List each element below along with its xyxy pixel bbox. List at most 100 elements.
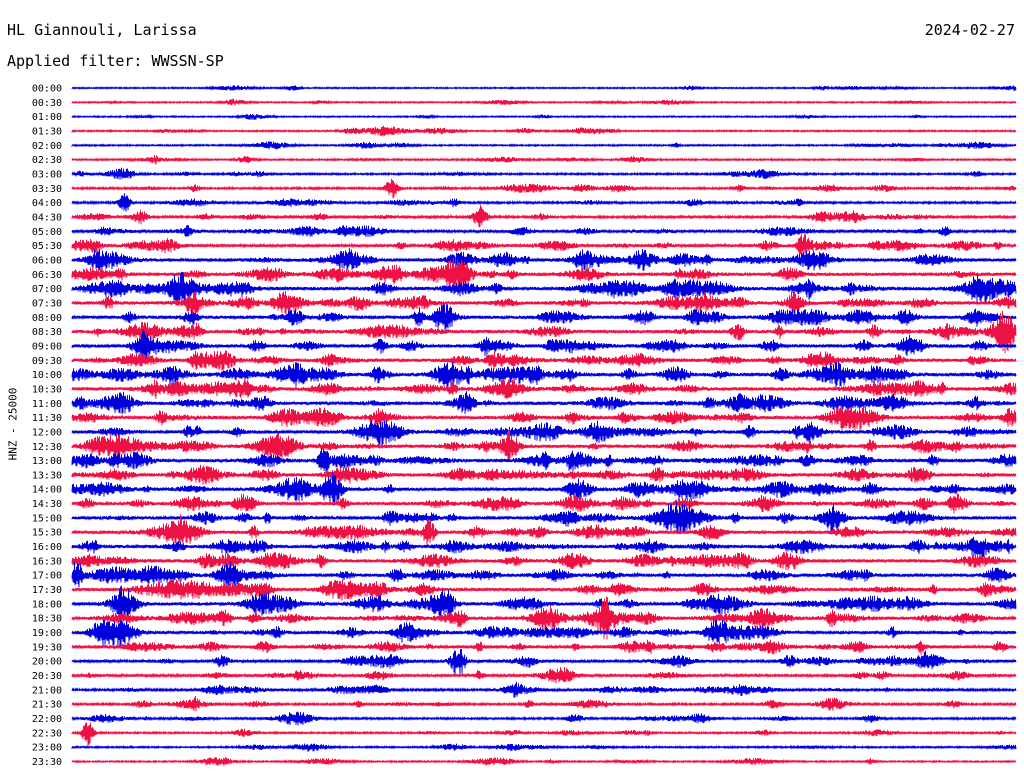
trace-line — [71, 514, 1017, 548]
trace-line — [71, 289, 1017, 318]
trace-line — [71, 85, 1017, 91]
time-tick-label: 04:00 — [32, 198, 62, 209]
time-tick-label: 08:00 — [32, 313, 62, 324]
trace-line — [71, 141, 1017, 150]
time-tick-label: 10:00 — [32, 370, 62, 381]
time-tick-label: 12:30 — [32, 442, 62, 453]
time-tick-label: 15:00 — [32, 513, 62, 524]
time-tick-label: 00:00 — [32, 84, 62, 95]
time-tick-label: 03:00 — [32, 169, 62, 180]
time-tick-label: 11:00 — [32, 399, 62, 410]
trace-line — [71, 639, 1017, 655]
trace-line — [71, 471, 1017, 506]
trace-line — [71, 193, 1017, 212]
trace-line — [71, 420, 1017, 446]
trace-line — [71, 464, 1017, 485]
trace-line — [71, 391, 1017, 415]
time-tick-label: 23:30 — [32, 757, 62, 768]
trace-line — [71, 98, 1017, 106]
time-tick-label: 05:30 — [32, 241, 62, 252]
time-tick-label: 13:00 — [32, 456, 62, 467]
time-tick-label: 19:00 — [32, 628, 62, 639]
time-tick-label: 14:30 — [32, 499, 62, 510]
trace-line — [71, 447, 1017, 474]
trace-line — [71, 378, 1017, 400]
trace-line — [71, 666, 1017, 684]
time-tick-label: 18:00 — [32, 599, 62, 610]
time-tick-label: 10:30 — [32, 384, 62, 395]
time-tick-label: 21:00 — [32, 685, 62, 696]
trace-line — [71, 579, 1017, 601]
trace-line — [71, 310, 1017, 354]
trace-line — [71, 536, 1017, 559]
trace-line — [71, 154, 1017, 165]
time-tick-label: 18:30 — [32, 614, 62, 625]
trace-line — [71, 125, 1017, 137]
time-tick-label: 08:30 — [32, 327, 62, 338]
time-tick-label: 23:00 — [32, 743, 62, 754]
time-tick-label: 15:30 — [32, 528, 62, 539]
date-label: 2024-02-27 — [924, 21, 1015, 39]
trace-line — [71, 743, 1017, 752]
trace-line — [71, 585, 1017, 621]
time-tick-label: 01:00 — [32, 112, 62, 123]
trace-line — [71, 429, 1017, 462]
trace-line — [71, 233, 1017, 258]
trace-line — [71, 113, 1017, 121]
trace-line — [71, 361, 1017, 389]
trace-line — [71, 271, 1017, 303]
time-tick-label: 11:30 — [32, 413, 62, 424]
trace-line — [71, 257, 1017, 291]
time-tick-label: 09:00 — [32, 341, 62, 352]
time-tick-label: 22:30 — [32, 728, 62, 739]
time-tick-label: 20:00 — [32, 657, 62, 668]
trace-line — [71, 350, 1017, 371]
trace-line — [71, 681, 1017, 698]
time-tick-label: 01:30 — [32, 126, 62, 137]
time-tick-label: 04:30 — [32, 212, 62, 223]
trace-line — [71, 167, 1017, 180]
trace-line — [71, 722, 1017, 746]
time-tick-label: 13:30 — [32, 470, 62, 481]
time-tick-label: 17:30 — [32, 585, 62, 596]
time-tick-label: 21:30 — [32, 700, 62, 711]
time-tick-label: 19:30 — [32, 642, 62, 653]
time-tick-label: 00:30 — [32, 98, 62, 109]
trace-line — [71, 328, 1017, 362]
time-tick-label: 20:30 — [32, 671, 62, 682]
trace-line — [71, 303, 1017, 331]
time-tick-label: 14:00 — [32, 485, 62, 496]
trace-line — [71, 493, 1017, 514]
trace-line — [71, 596, 1017, 640]
time-tick-label: 03:30 — [32, 184, 62, 195]
filter-label: Applied filter: WWSSN-SP — [7, 52, 224, 70]
time-tick-label: 16:30 — [32, 556, 62, 567]
trace-line — [71, 248, 1017, 272]
trace-line — [71, 695, 1017, 712]
trace-line — [71, 551, 1017, 571]
time-tick-label: 16:00 — [32, 542, 62, 553]
time-tick-label: 02:30 — [32, 155, 62, 166]
time-tick-label: 09:30 — [32, 356, 62, 367]
time-tick-label: 07:30 — [32, 298, 62, 309]
time-tick-label: 06:30 — [32, 270, 62, 281]
trace-line — [71, 501, 1017, 535]
time-tick-label: 17:00 — [32, 571, 62, 582]
time-tick-label: 06:00 — [32, 255, 62, 266]
time-tick-label: 02:00 — [32, 141, 62, 152]
time-tick-label: 05:00 — [32, 227, 62, 238]
trace-line — [71, 178, 1017, 199]
trace-line — [71, 204, 1017, 228]
trace-line — [71, 648, 1017, 677]
station-title: HL Giannouli, Larissa — [7, 21, 197, 39]
trace-line — [71, 561, 1017, 589]
trace-line — [71, 619, 1017, 647]
trace-line — [71, 224, 1017, 237]
time-tick-label: 12:00 — [32, 427, 62, 438]
time-tick-label: 22:00 — [32, 714, 62, 725]
trace-line — [71, 757, 1017, 766]
trace-line — [71, 405, 1017, 430]
time-tick-label: 07:00 — [32, 284, 62, 295]
trace-line — [71, 711, 1017, 726]
